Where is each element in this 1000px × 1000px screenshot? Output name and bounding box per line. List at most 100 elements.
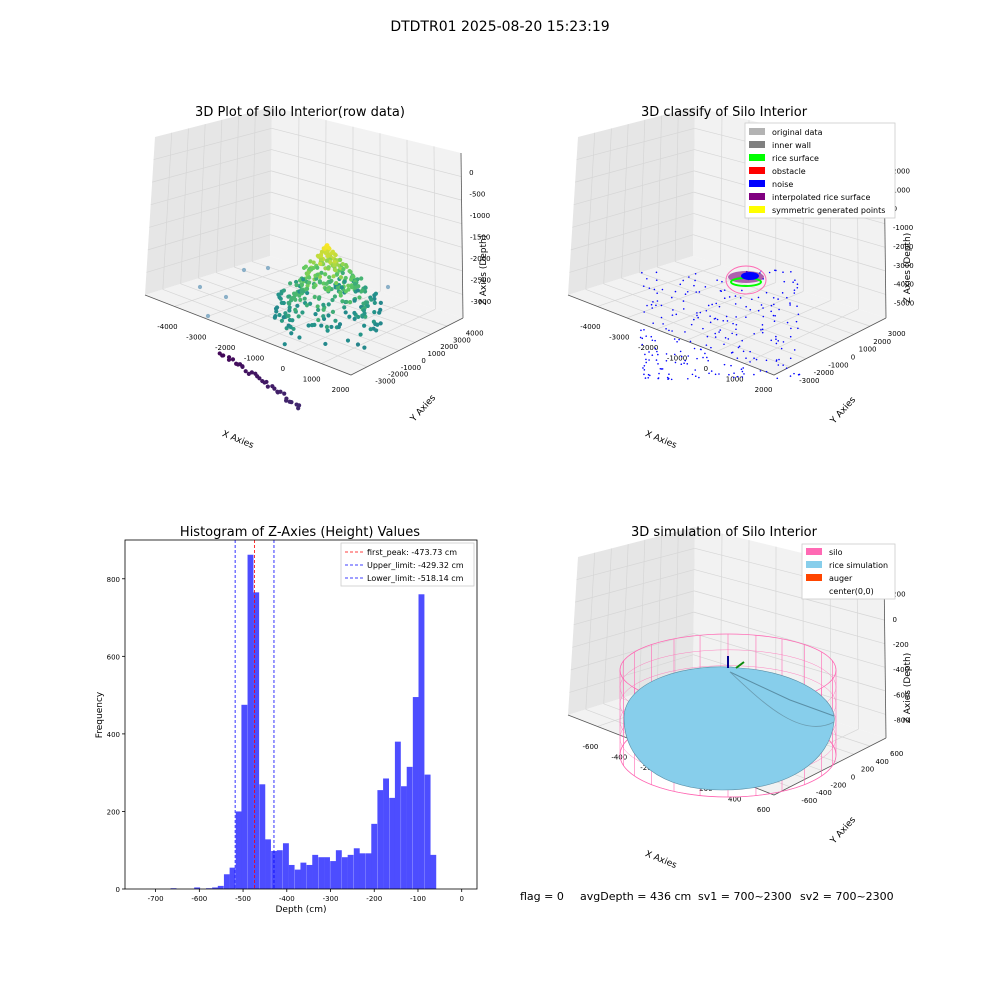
noise-point: [723, 343, 725, 346]
raw-data-point: [296, 314, 301, 319]
simulation-z-tick-label: -600: [894, 691, 910, 699]
histogram-y-tick-label: 400: [107, 731, 120, 739]
noise-point: [693, 284, 695, 287]
noise-point: [675, 313, 678, 316]
raw-data-grid-line: [216, 119, 223, 273]
histogram-bar: [330, 861, 337, 889]
histogram-x-tick-label: -200: [366, 895, 382, 903]
noise-point: [696, 312, 698, 314]
classify-left-pane: [568, 107, 695, 295]
noise-point: [789, 375, 792, 377]
raw-data-point: [337, 257, 343, 262]
noise-point: [737, 346, 740, 349]
noise-point: [786, 296, 788, 299]
raw-data-point: [323, 272, 328, 277]
noise-point: [648, 359, 650, 361]
noise-point: [702, 327, 704, 330]
histogram-bar: [300, 862, 307, 889]
raw-data-y-tick-label: 3000: [453, 336, 471, 344]
simulation-plot-title: 3D simulation of Silo Interior: [631, 525, 818, 540]
noise-point: [671, 314, 674, 316]
histogram-bar: [217, 885, 224, 889]
noise-point: [738, 345, 741, 348]
noise-point: [706, 335, 709, 338]
classify-z-tick-label: -2000: [893, 243, 913, 251]
simulation-z-tick-label: 0: [893, 616, 897, 624]
noise-point: [770, 310, 772, 313]
noise-point: [674, 290, 677, 293]
raw-data-point: [372, 309, 377, 315]
noise-point: [792, 281, 794, 283]
simulation-grid-line: [747, 540, 750, 694]
noise-point: [690, 323, 693, 326]
classify-x-tick-label: -2000: [638, 344, 658, 352]
noise-point: [643, 365, 646, 367]
simulation-left-pane: [568, 527, 695, 715]
raw-data-point: [338, 275, 344, 280]
simulation-grid-line: [694, 569, 885, 621]
classify-y-label: Y Axies: [828, 395, 858, 427]
raw-data-grid-line: [174, 264, 298, 307]
raw-data-point: [333, 252, 338, 258]
raw-data-point: [330, 309, 336, 314]
raw-data-point: [318, 253, 324, 258]
raw-data-point: [281, 315, 286, 320]
raw-data-point: [315, 304, 320, 309]
raw-data-point: [342, 279, 347, 284]
noise-point: [645, 361, 648, 364]
raw-data-point: [340, 299, 345, 304]
noise-point: [778, 308, 780, 311]
noise-point: [795, 320, 798, 323]
simulation-axis-line: [883, 572, 887, 739]
noise-point: [659, 367, 662, 370]
raw-data-z-tick-label: -2500: [471, 277, 491, 285]
raw-data-grid-line: [252, 261, 448, 327]
simulation-grid-line: [575, 569, 695, 603]
simulation-grid-line: [570, 633, 694, 671]
raw-data-point: [344, 264, 349, 269]
raw-data-y-tick-label: 1000: [427, 350, 445, 358]
noise-point: [643, 311, 645, 313]
classify-legend-label: noise: [772, 180, 793, 189]
noise-point: [665, 327, 667, 330]
noise-point: [778, 358, 780, 361]
simulation-scene: [619, 633, 837, 798]
noise-point: [723, 297, 726, 300]
noise-point: [793, 289, 796, 291]
raw-data-z-tick-label: -1500: [470, 234, 490, 242]
raw-data-grid-line: [198, 124, 206, 279]
histogram-bar: [282, 843, 289, 889]
raw-data-point: [347, 268, 352, 274]
noise-point: [673, 353, 676, 356]
noise-point: [650, 303, 653, 306]
noise-point: [757, 309, 760, 312]
simulation-z-tick-label: -800: [894, 716, 910, 724]
noise-point: [794, 279, 796, 282]
classify-y-tick-label: 3000: [888, 330, 906, 338]
noise-point: [793, 372, 795, 375]
classify-x-label: X Axies: [643, 429, 678, 451]
status-footer: flag = 0 avgDepth = 436 cm sv1 = 700~230…: [520, 890, 894, 903]
noise-point: [777, 298, 779, 300]
classify-grid-line: [573, 170, 695, 206]
histogram-bar: [265, 839, 271, 889]
classify-legend-swatch: [749, 154, 765, 161]
noise-point: [665, 353, 668, 355]
noise-point: [745, 316, 747, 318]
raw-data-point: [359, 289, 364, 294]
histogram-y-tick-label: 800: [107, 576, 120, 584]
simulation-grid-line: [656, 535, 662, 688]
simulation-grid-line: [603, 548, 612, 704]
histogram-legend-label: first_peak: -473.73 cm: [367, 548, 457, 557]
raw-data-z-tick-label: -2000: [470, 255, 490, 263]
simulation-legend-label: auger: [829, 574, 853, 583]
noise-point: [698, 291, 701, 293]
noise-point: [773, 320, 776, 323]
raw-data-grid-line: [251, 111, 256, 262]
raw-data-y-label: Y Axies: [408, 393, 438, 425]
noise-point: [718, 331, 720, 333]
histogram-y-tick-label: 0: [116, 886, 120, 894]
raw-data-point: [286, 313, 291, 319]
noise-point: [714, 332, 716, 335]
noise-point: [735, 333, 738, 336]
